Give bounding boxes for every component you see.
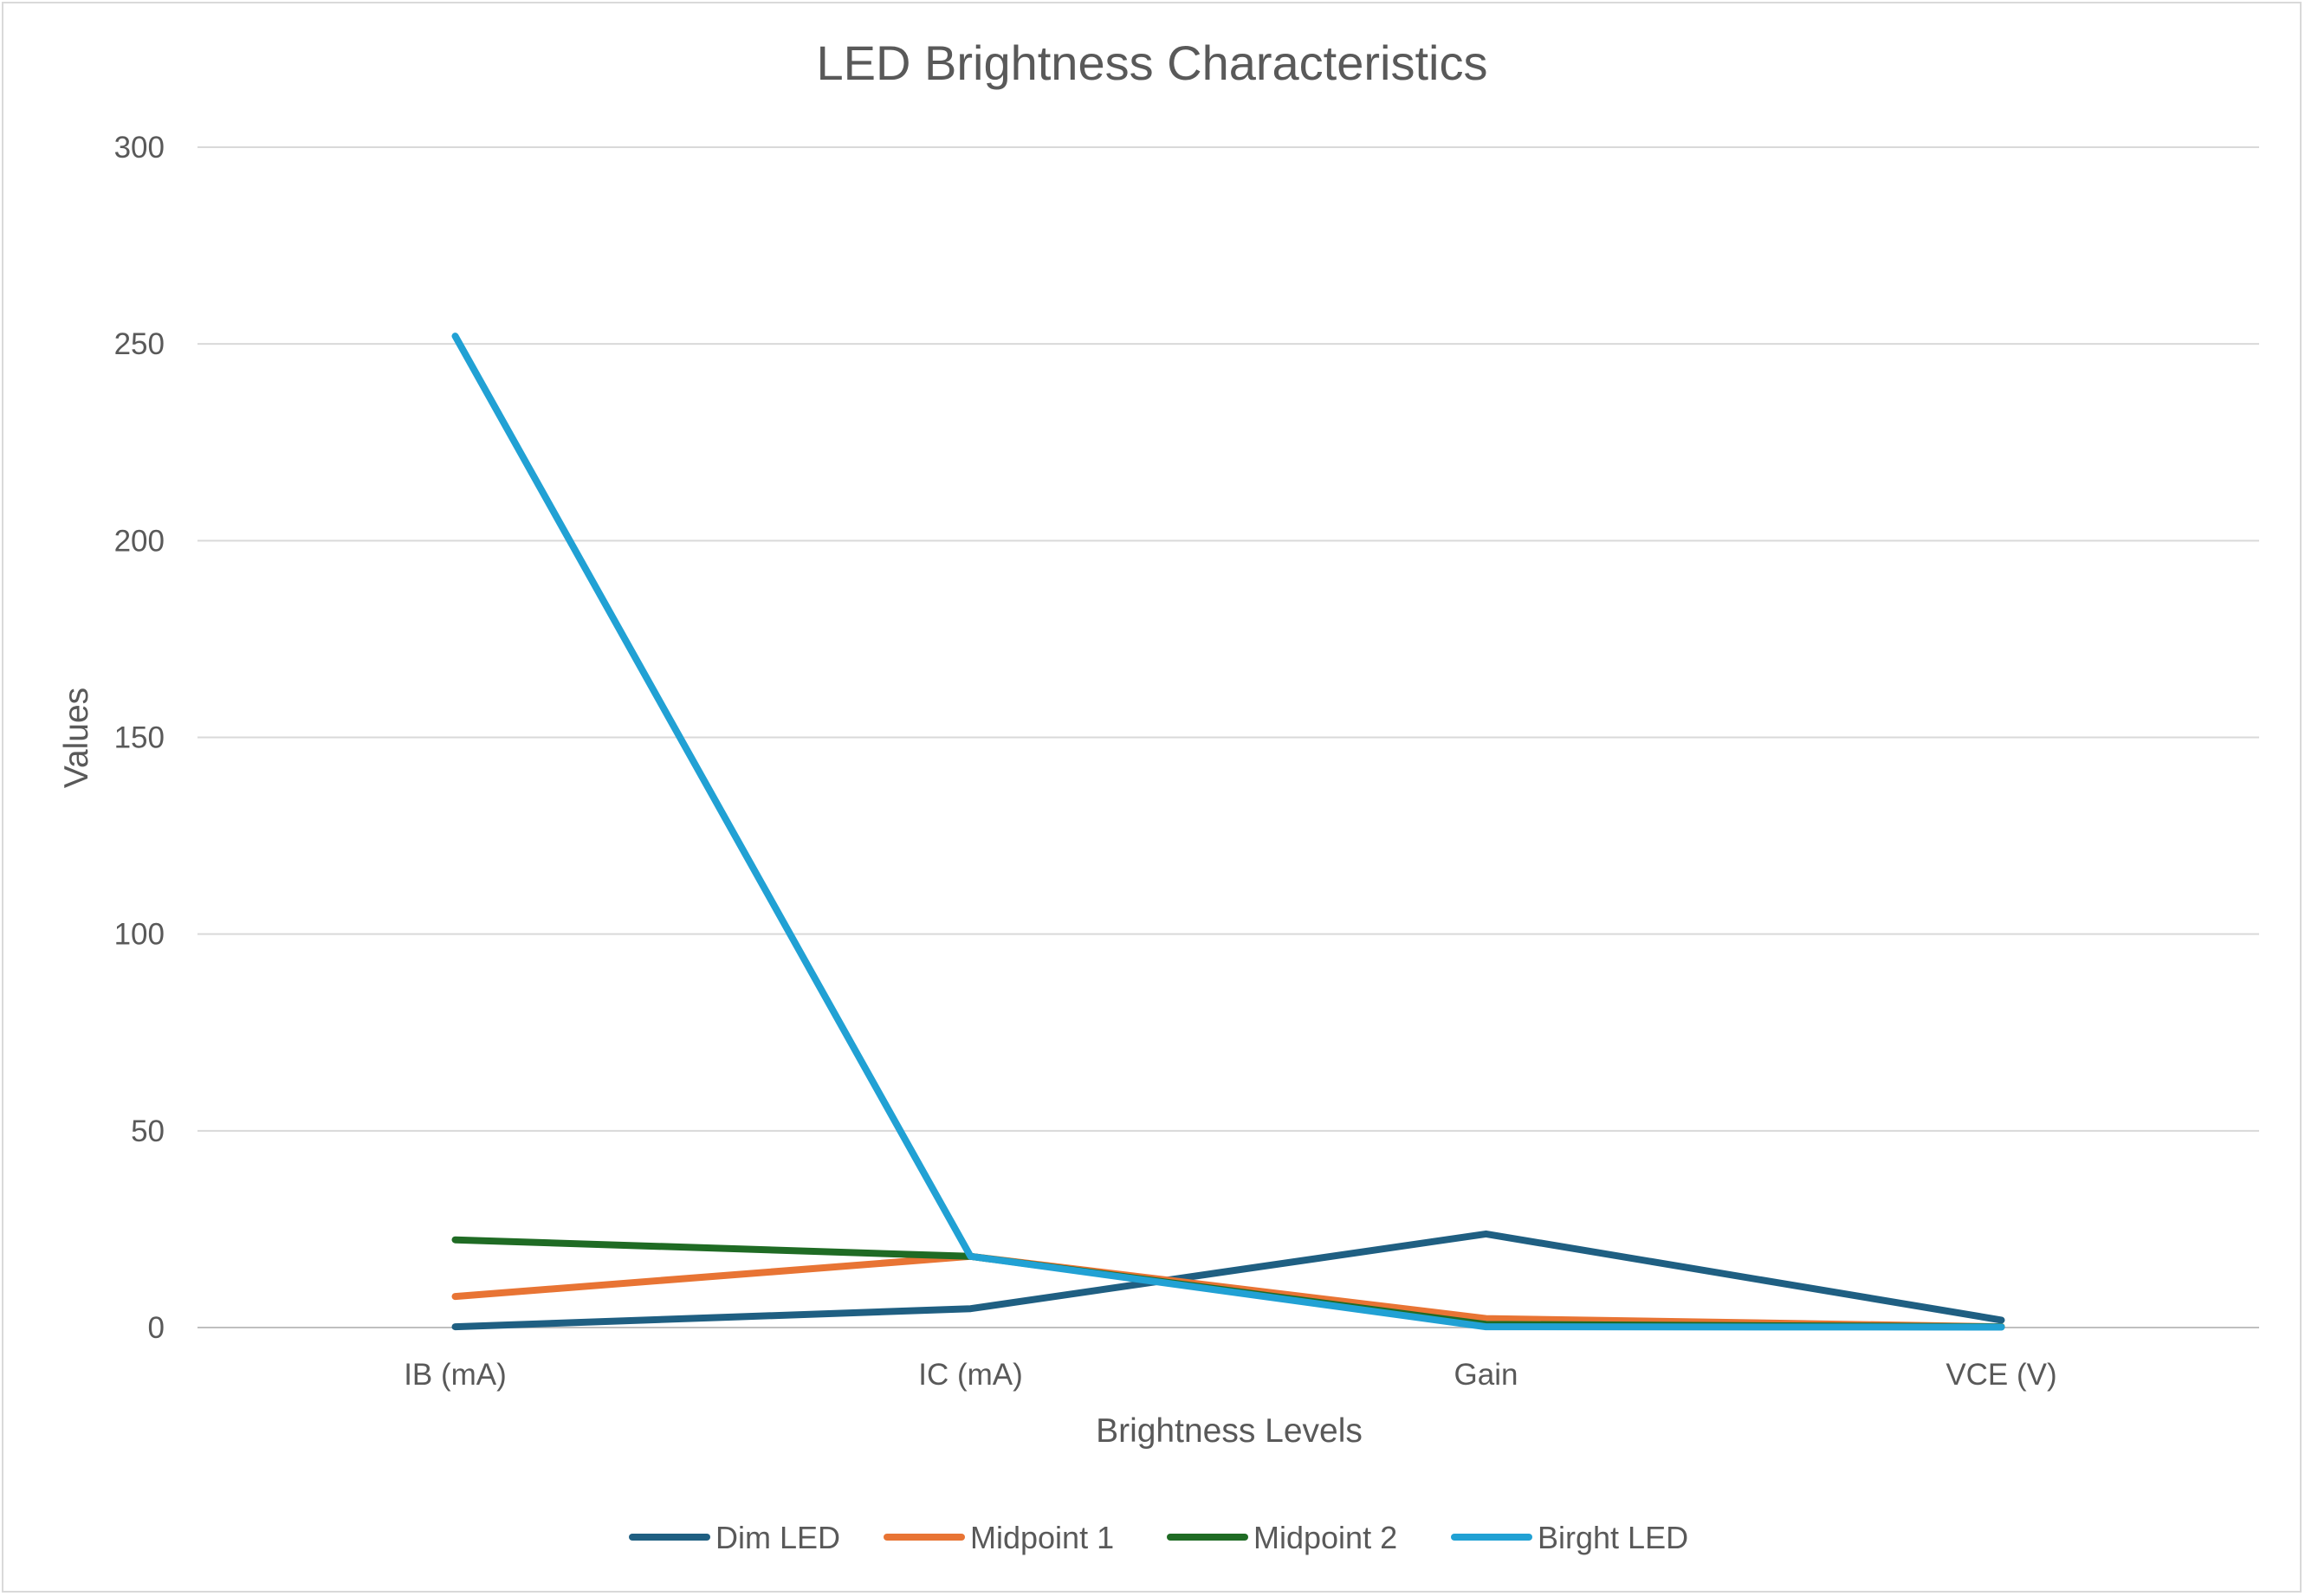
- gridlines: [197, 146, 2259, 1328]
- series-line-dim-led: [451, 1230, 2005, 1331]
- series-lines: [451, 333, 2005, 1331]
- y-tick-label: 200: [114, 524, 165, 558]
- x-tick-label: IB (mA): [404, 1358, 507, 1392]
- x-axis-ticks: IB (mA) IC (mA) Gain VCE (V): [404, 1358, 2056, 1392]
- y-tick-label: 250: [114, 327, 165, 361]
- x-tick-label: VCE (V): [1946, 1358, 2056, 1392]
- legend-label: Birght LED: [1538, 1520, 1688, 1555]
- legend-label: Midpoint 1: [970, 1520, 1114, 1555]
- y-axis-ticks: 0 50 100 150 200 250 300: [114, 131, 165, 1345]
- y-axis-title: Values: [58, 688, 95, 788]
- x-tick-label: Gain: [1454, 1358, 1518, 1392]
- x-axis-title: Brightness Levels: [1096, 1412, 1363, 1450]
- legend-label: Midpoint 2: [1253, 1520, 1397, 1555]
- y-tick-label: 300: [114, 131, 165, 165]
- legend-label: Dim LED: [715, 1520, 840, 1555]
- y-tick-label: 150: [114, 721, 165, 755]
- y-tick-label: 0: [148, 1311, 165, 1345]
- x-tick-label: IC (mA): [918, 1358, 1023, 1392]
- y-tick-label: 100: [114, 918, 165, 952]
- series-line-birght-led: [451, 333, 2005, 1331]
- y-tick-label: 50: [131, 1115, 165, 1148]
- legend: Dim LED Midpoint 1 Midpoint 2 Birght LED: [629, 1520, 1688, 1555]
- chart-title: LED Brightness Characteristics: [817, 36, 1488, 90]
